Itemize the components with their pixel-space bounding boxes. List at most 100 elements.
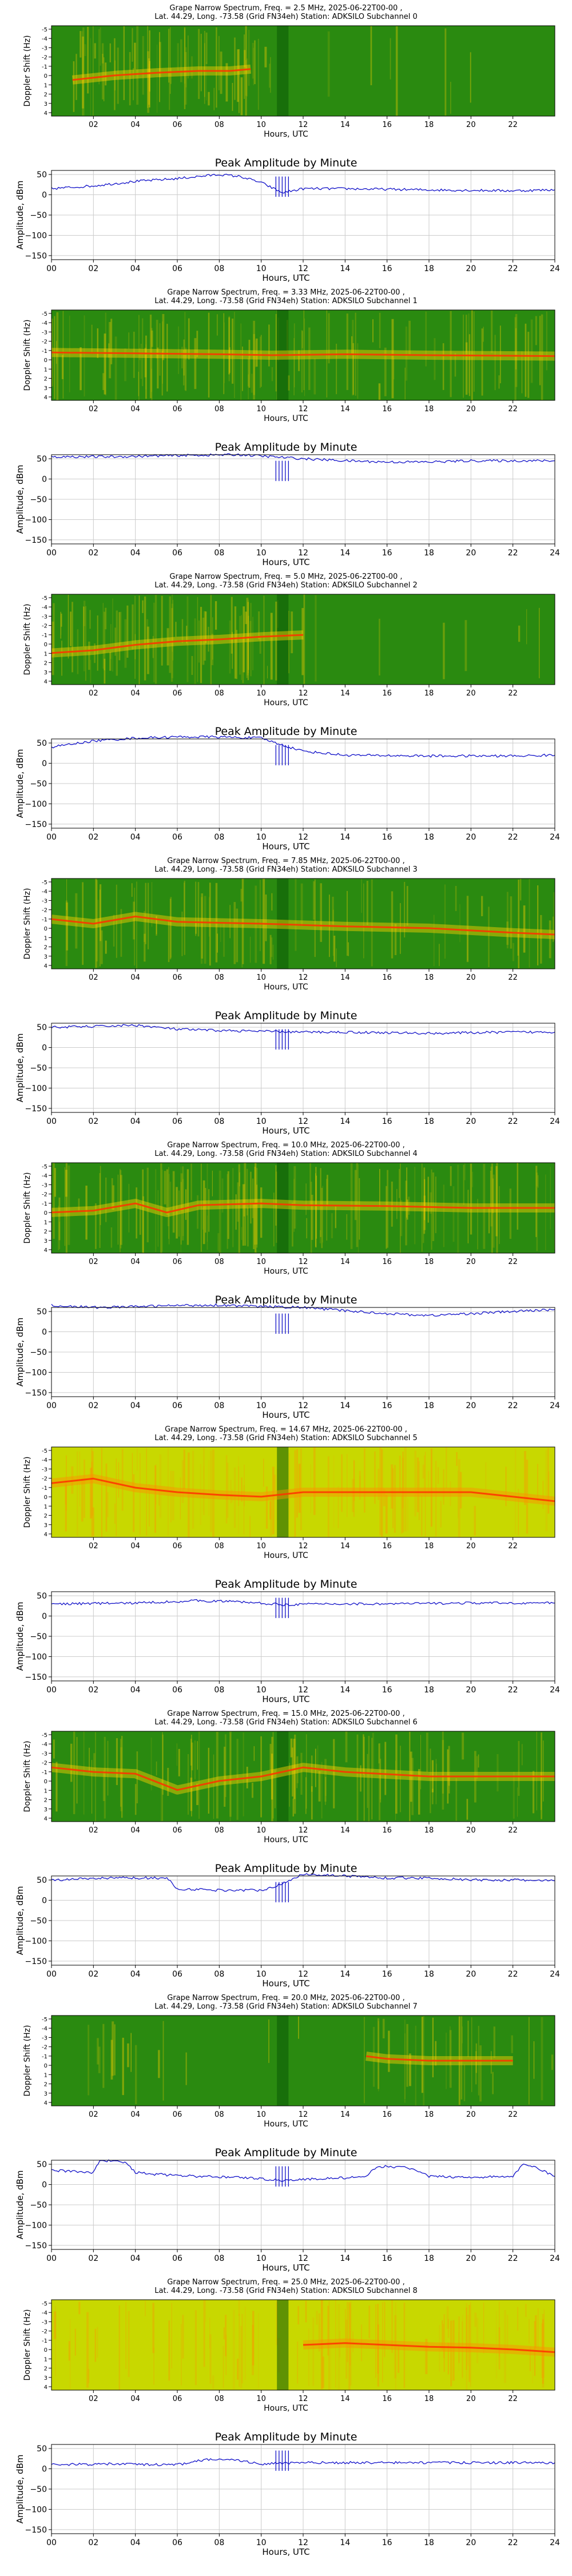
- spectral-streak: [54, 1168, 56, 1197]
- x-tick-label: 04: [130, 973, 140, 982]
- spectral-streak: [228, 316, 231, 381]
- spectral-streak: [142, 36, 144, 95]
- spectral-streak: [443, 622, 445, 679]
- spectral-streak: [275, 601, 277, 681]
- spectral-streak: [250, 603, 252, 677]
- x-tick-label: 02: [88, 1685, 98, 1695]
- spectral-streak: [398, 2346, 400, 2373]
- spectral-streak: [82, 27, 85, 116]
- spectral-streak: [314, 879, 316, 957]
- x-tick-label: 14: [340, 548, 350, 558]
- spectral-streak: [98, 2046, 101, 2073]
- x-tick-label: 06: [173, 973, 182, 982]
- x-tick-label: 14: [340, 1258, 350, 1266]
- spectral-streak: [439, 2325, 440, 2372]
- spectral-streak: [138, 372, 139, 396]
- spectral-streak: [243, 606, 245, 673]
- spectral-streak: [270, 57, 271, 93]
- spectral-streak: [313, 881, 315, 920]
- x-tick-label: 12: [298, 833, 308, 842]
- x-tick-label: 08: [214, 1826, 224, 1835]
- x-tick-label: 18: [424, 264, 434, 273]
- x-tick-label: 24: [550, 548, 560, 558]
- spectral-streak: [462, 2026, 463, 2044]
- spectral-streak: [84, 44, 86, 56]
- x-tick-label: 16: [382, 973, 392, 982]
- y-tick-label: -5: [42, 1448, 47, 1454]
- spectral-streak: [443, 2314, 445, 2372]
- x-tick-label: 14: [340, 405, 350, 414]
- x-axis-label: Hours, UTC: [262, 273, 309, 283]
- spectral-streak: [150, 1738, 152, 1791]
- spectral-streak: [181, 619, 184, 643]
- spectral-streak: [161, 351, 163, 396]
- spectral-streak: [110, 2040, 113, 2080]
- x-tick-label: 14: [340, 121, 350, 129]
- spectral-streak: [244, 50, 246, 67]
- spectral-streak: [221, 1178, 224, 1213]
- spectrogram-plot-area: [51, 1163, 555, 1253]
- amplitude-title: Peak Amplitude by Minute: [215, 2431, 357, 2443]
- spectral-streak: [391, 2300, 393, 2353]
- spectral-streak: [479, 2045, 482, 2102]
- x-tick-label: 12: [299, 973, 308, 982]
- spectral-streak: [240, 323, 242, 400]
- spectral-streak: [86, 2312, 89, 2388]
- spectrogram-subtitle: Lat. 44.29, Long. -73.58 (Grid FN34eh) S…: [154, 1434, 417, 1442]
- spectral-streak: [388, 2030, 390, 2072]
- y-tick-label: -2: [42, 623, 47, 630]
- amplitude-series: [51, 2159, 555, 2182]
- spectral-streak: [169, 72, 170, 110]
- spectral-streak: [223, 2346, 224, 2388]
- spectral-streak: [242, 1184, 244, 1246]
- spectral-streak: [515, 314, 518, 387]
- spectral-streak: [270, 613, 273, 680]
- x-tick-label: 10: [256, 121, 266, 129]
- spectral-streak: [237, 49, 239, 102]
- x-tick-label: 20: [466, 833, 476, 842]
- spectral-streak: [101, 1448, 102, 1537]
- x-tick-label: 04: [130, 121, 140, 129]
- spectral-streak: [300, 883, 303, 927]
- x-tick-label: 10: [256, 1542, 266, 1551]
- spectral-streak: [212, 1170, 213, 1196]
- amplitude-title: Peak Amplitude by Minute: [215, 725, 357, 738]
- spectrogram-title: Grape Narrow Spectrum, Freq. = 20.0 MHz,…: [167, 1994, 404, 2002]
- amplitude-series: [51, 1599, 555, 1607]
- y-axis-label: Amplitude, dBm: [15, 181, 25, 250]
- spectral-streak: [220, 924, 221, 942]
- spectral-streak: [517, 1787, 518, 1817]
- x-tick-label: 20: [466, 1542, 476, 1551]
- spectral-streak: [223, 2327, 225, 2340]
- spectral-streak: [311, 1195, 313, 1240]
- spectral-streak: [511, 2035, 513, 2053]
- spectral-streak: [124, 348, 126, 381]
- spectral-streak: [288, 375, 290, 391]
- x-tick-label: 20: [466, 1970, 476, 1979]
- spectral-streak: [180, 1477, 181, 1520]
- y-tick-label: 2: [44, 1513, 47, 1520]
- spectral-streak: [423, 1211, 424, 1243]
- spectral-streak: [491, 311, 493, 353]
- spectral-streak: [297, 2341, 299, 2384]
- y-tick-label: 2: [44, 2082, 47, 2088]
- y-tick-label: −100: [25, 2505, 47, 2514]
- spectral-streak: [404, 2020, 406, 2103]
- spectral-streak: [147, 26, 149, 108]
- spectral-streak: [240, 77, 243, 116]
- spectral-streak: [360, 1765, 362, 1792]
- spectral-streak: [271, 893, 273, 911]
- spectral-streak: [392, 1468, 394, 1528]
- spectral-streak: [94, 43, 96, 59]
- x-tick-label: 20: [466, 1685, 476, 1695]
- x-tick-label: 18: [424, 1117, 434, 1126]
- spectral-streak: [208, 92, 210, 106]
- doppler-trace: [51, 1477, 555, 1502]
- spectral-streak: [92, 1474, 93, 1516]
- y-tick-label: -1: [42, 348, 47, 355]
- y-tick-label: -1: [42, 1485, 47, 1492]
- spectral-streak: [504, 2310, 506, 2383]
- x-tick-label: 00: [46, 1685, 57, 1695]
- spectral-streak: [450, 1166, 452, 1186]
- spectral-streak: [318, 2313, 320, 2352]
